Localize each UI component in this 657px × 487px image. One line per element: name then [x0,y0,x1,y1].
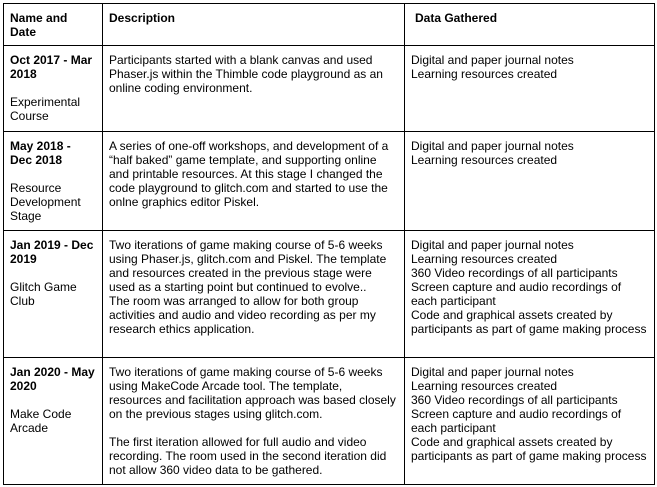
data-item: Learning resources created [411,153,558,167]
row-stage: Resource Development Stage [10,181,81,223]
row-description: Two iterations of game making course of … [109,238,387,294]
header-description: Description [102,3,405,46]
table-row: Jan 2020 - May 2020 Make Code Arcade Two… [3,357,655,485]
data-item: Digital and paper journal notes [411,53,574,67]
row-stage: Glitch Game Club [10,280,77,308]
description-cell: A series of one-off workshops, and devel… [102,131,405,231]
data-gathered-cell: Digital and paper journal notes Learning… [404,357,655,485]
data-item: Screen capture and audio recordings of e… [411,280,622,308]
data-item: 360 Video recordings of all participants [411,266,618,280]
data-item: Digital and paper journal notes [411,139,574,153]
header-name-date: Name and Date [3,3,103,46]
table-row: Oct 2017 - Mar 2018 Experimental Course … [3,45,655,132]
row-description-2: The first iteration allowed for full aud… [109,435,387,477]
data-item: Digital and paper journal notes [411,238,574,252]
row-description: Participants started with a blank canvas… [109,53,383,95]
name-date-cell: May 2018 - Dec 2018 Resource Development… [3,131,103,231]
data-item: Learning resources created [411,379,558,393]
name-date-cell: Jan 2020 - May 2020 Make Code Arcade [3,357,103,485]
data-item: Digital and paper journal notes [411,365,574,379]
row-stage: Make Code Arcade [10,407,72,435]
row-date: May 2018 - Dec 2018 [10,139,71,167]
data-item: Code and graphical assets created by par… [411,435,647,463]
row-description: A series of one-off workshops, and devel… [109,139,389,209]
header-row: Name and Date Description Data Gathered [3,3,655,46]
row-date: Oct 2017 - Mar 2018 [10,53,93,81]
header-data-gathered: Data Gathered [404,3,655,46]
data-gathered-cell: Digital and paper journal notes Learning… [404,131,655,231]
data-item: Learning resources created [411,67,558,81]
data-item: Learning resources created [411,252,558,266]
data-item: Screen capture and audio recordings of e… [411,407,622,435]
row-date: Jan 2019 - Dec 2019 [10,238,94,266]
data-gathered-cell: Digital and paper journal notes Learning… [404,230,655,358]
row-date: Jan 2020 - May 2020 [10,365,95,393]
description-cell: Two iterations of game making course of … [102,230,405,358]
row-description-2: The room was arranged to allow for both … [109,294,376,336]
description-cell: Participants started with a blank canvas… [102,45,405,132]
row-description: Two iterations of game making course of … [109,365,396,421]
row-stage: Experimental Course [10,95,81,123]
data-item: Code and graphical assets created by par… [411,308,647,336]
description-cell: Two iterations of game making course of … [102,357,405,485]
data-gathered-cell: Digital and paper journal notes Learning… [404,45,655,132]
stages-table: Name and Date Description Data Gathered … [3,3,655,485]
data-item: 360 Video recordings of all participants [411,393,618,407]
name-date-cell: Oct 2017 - Mar 2018 Experimental Course [3,45,103,132]
name-date-cell: Jan 2019 - Dec 2019 Glitch Game Club [3,230,103,358]
table-row: May 2018 - Dec 2018 Resource Development… [3,131,655,231]
table-row: Jan 2019 - Dec 2019 Glitch Game Club Two… [3,230,655,358]
